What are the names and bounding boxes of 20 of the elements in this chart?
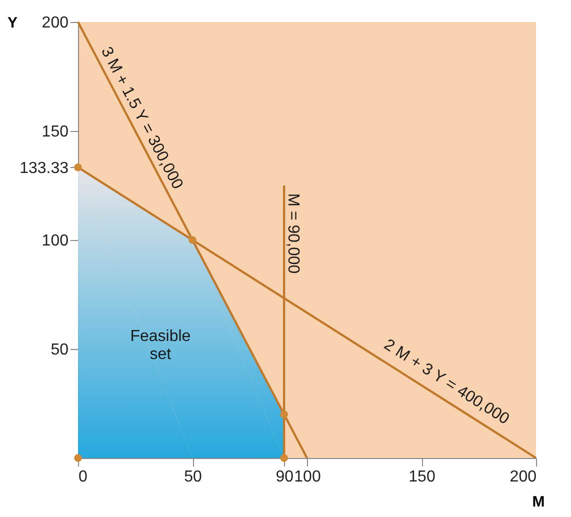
y-tick-label: 50 — [50, 342, 69, 358]
annotation: M = 90,000 — [284, 193, 302, 274]
y-tick-label: 100 — [42, 232, 69, 250]
point — [280, 454, 288, 462]
x-tick-label: 150 — [408, 468, 436, 486]
x-tick-label: 100 — [294, 468, 321, 486]
point — [74, 163, 82, 172]
annotation: Feasible set — [130, 328, 191, 363]
x-tick-label: 90 — [276, 468, 294, 486]
x-tick-label: 0 — [78, 468, 88, 486]
y-axis-title: Y — [7, 14, 18, 32]
y-tick-label: 133.33 — [20, 160, 69, 177]
x-tick-label: 50 — [184, 468, 202, 486]
y-tick-label: 150 — [42, 124, 69, 140]
point — [74, 454, 82, 462]
x-tick-label: 200 — [510, 468, 537, 486]
point — [280, 410, 288, 418]
x-axis-title: M — [532, 494, 545, 510]
y-tick-label: 200 — [42, 14, 69, 32]
point — [188, 236, 196, 244]
